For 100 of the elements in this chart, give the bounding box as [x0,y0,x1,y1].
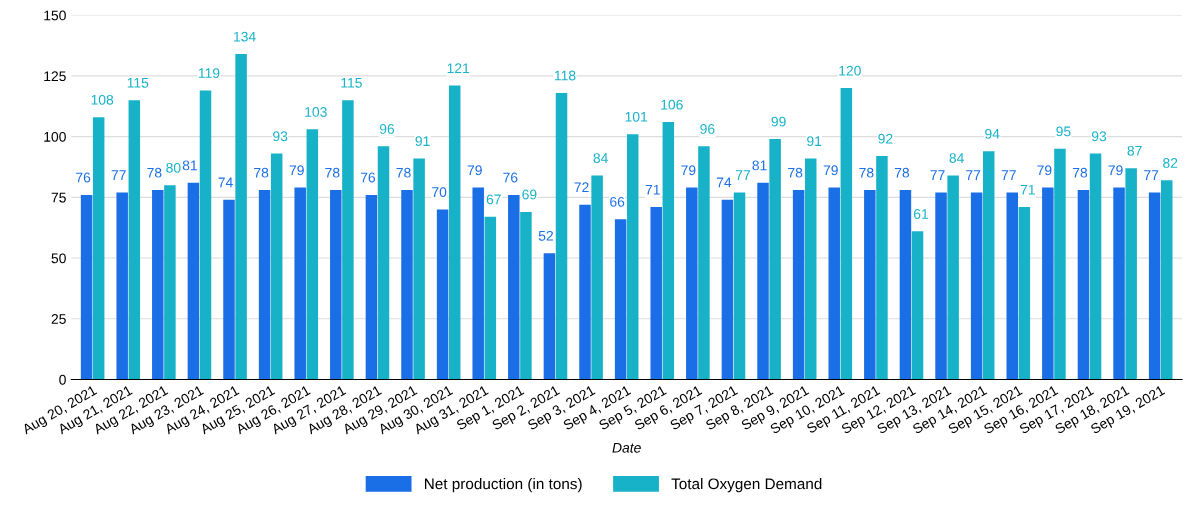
y-tick-label: 25 [51,314,66,324]
bar [235,54,247,380]
bar [555,92,568,380]
data-label: 96 [700,124,715,134]
data-label: 77 [966,170,981,180]
y-tick-label: 50 [51,253,66,264]
data-label: 92 [878,133,893,144]
bar [626,134,639,380]
y-tick-label: 100 [44,131,66,142]
data-label: 91 [415,136,430,147]
data-label: 78 [147,167,162,178]
bar [116,192,128,380]
data-label: 79 [467,165,482,176]
bar [864,190,876,380]
data-label: 77 [930,170,945,180]
x-axis-title: Date [612,442,641,453]
data-label: 106 [661,99,683,110]
bar [733,192,746,380]
data-label: 76 [360,172,376,183]
data-label: 84 [949,153,964,164]
bar [1077,190,1090,380]
bar [199,90,212,380]
data-label: 72 [574,182,589,193]
data-label: 119 [198,68,220,79]
data-label: 91 [807,136,822,147]
bar [591,175,603,380]
bar [828,187,840,380]
bar [650,207,662,380]
bar [377,146,390,380]
data-label: 77 [1001,170,1016,180]
bar [294,187,306,380]
legend-label: Total Oxygen Demand [671,478,822,493]
data-label: 94 [985,128,1000,139]
bar [152,190,164,380]
data-label: 74 [716,177,732,188]
data-label: 79 [681,165,696,176]
bar [1125,168,1137,380]
data-label: 80 [166,162,181,173]
bar [92,117,105,380]
bar [401,190,413,380]
bar [306,129,319,380]
data-label: 77 [735,170,751,180]
data-label: 96 [379,124,395,134]
data-label: 78 [894,167,910,178]
bar [662,122,675,380]
data-label: 71 [645,184,660,195]
bar [80,194,93,380]
bar [472,187,484,380]
data-label: 79 [1037,165,1052,176]
data-label: 78 [254,167,269,178]
data-label: 70 [432,187,447,198]
data-label: 82 [1163,158,1178,168]
data-label: 78 [859,167,874,178]
bar [840,88,853,380]
data-label: 61 [913,209,929,219]
y-tick-label: 150 [44,10,66,21]
bar [365,194,378,380]
data-label: 67 [486,194,501,205]
bar [1006,192,1018,380]
bar [792,190,805,380]
bar [1113,187,1125,380]
bar [223,199,235,380]
data-label: 78 [788,167,803,178]
data-label: 66 [610,196,625,207]
bar [947,175,959,380]
data-label: 120 [839,65,861,76]
data-label: 84 [593,153,608,164]
bar [804,158,817,380]
data-label: 79 [289,165,304,176]
y-tick-label: 125 [44,71,66,82]
bar [935,192,947,380]
bar [436,209,449,380]
data-label: 76 [503,172,518,183]
bar [508,194,520,380]
data-label: 115 [341,78,362,88]
data-label: 115 [127,78,149,88]
bar [187,182,200,380]
bar [258,190,271,380]
data-label: 93 [1091,131,1107,142]
bar [520,211,532,380]
bar [970,192,983,380]
data-label: 74 [218,177,233,188]
data-label: 69 [522,189,537,200]
bar [413,158,425,380]
data-label: 101 [625,111,648,122]
bar [1054,148,1066,380]
bar [1148,192,1161,380]
data-label: 79 [823,165,838,176]
bar [128,100,141,380]
data-label: 108 [91,94,114,105]
data-label: 93 [273,131,288,142]
data-label: 77 [1144,170,1159,180]
bar [330,190,342,380]
data-label: 99 [771,116,786,127]
data-label: 78 [1072,167,1088,178]
bar [698,146,710,380]
bar [982,151,995,380]
data-label: 52 [538,230,553,241]
data-label: 76 [76,172,91,183]
y-tick-label: 0 [59,374,66,385]
